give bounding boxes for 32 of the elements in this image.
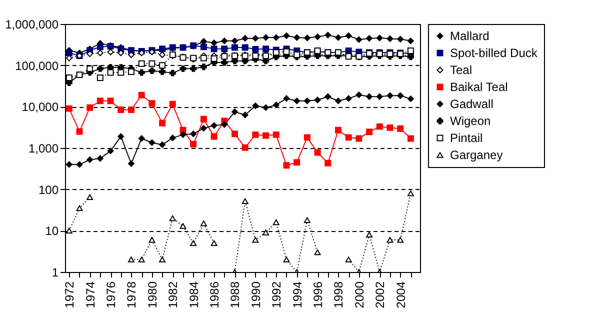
- x-tick-label: 1996: [311, 281, 326, 308]
- legend-label: Baikal Teal: [450, 80, 508, 94]
- x-tick-label: 1974: [83, 281, 98, 308]
- x-tick-label: 2002: [373, 281, 388, 308]
- x-tick-label: 1978: [124, 281, 139, 308]
- y-tick-label: 10,000: [22, 100, 59, 114]
- legend-label: Wigeon: [450, 114, 491, 128]
- x-tick-label: 1988: [228, 281, 242, 308]
- legend-label: Spot-billed Duck: [450, 46, 538, 60]
- y-tick-label: 1: [52, 266, 59, 280]
- x-tick-label: 2004: [394, 281, 408, 308]
- x-tick-label: 1982: [166, 281, 180, 308]
- legend-label: Gadwall: [450, 97, 494, 111]
- legend-label: Teal: [450, 63, 472, 77]
- x-tick-label: 1976: [104, 281, 118, 308]
- x-tick-label: 1972: [62, 281, 77, 308]
- legend-label: Pintail: [450, 131, 483, 145]
- x-tick-label: 1980: [145, 281, 160, 308]
- legend-label: Mallard: [450, 29, 490, 43]
- y-tick-label: 100: [38, 182, 59, 197]
- x-tick-label: 1994: [290, 281, 304, 308]
- x-tick-label: 2000: [352, 281, 366, 308]
- y-tick-label: 10: [45, 224, 59, 238]
- y-tick-label: 100,000: [15, 58, 59, 73]
- y-tick-label: 1,000: [28, 142, 59, 156]
- x-tick-label: 1998: [332, 281, 346, 308]
- x-tick-label: 1984: [186, 281, 201, 308]
- legend-label: Garganey: [450, 148, 503, 162]
- y-tick-label: 1,000,000: [5, 18, 59, 32]
- x-tick-label: 1986: [208, 281, 222, 308]
- x-tick-label: 1990: [248, 281, 263, 308]
- x-tick-label: 1992: [270, 281, 284, 308]
